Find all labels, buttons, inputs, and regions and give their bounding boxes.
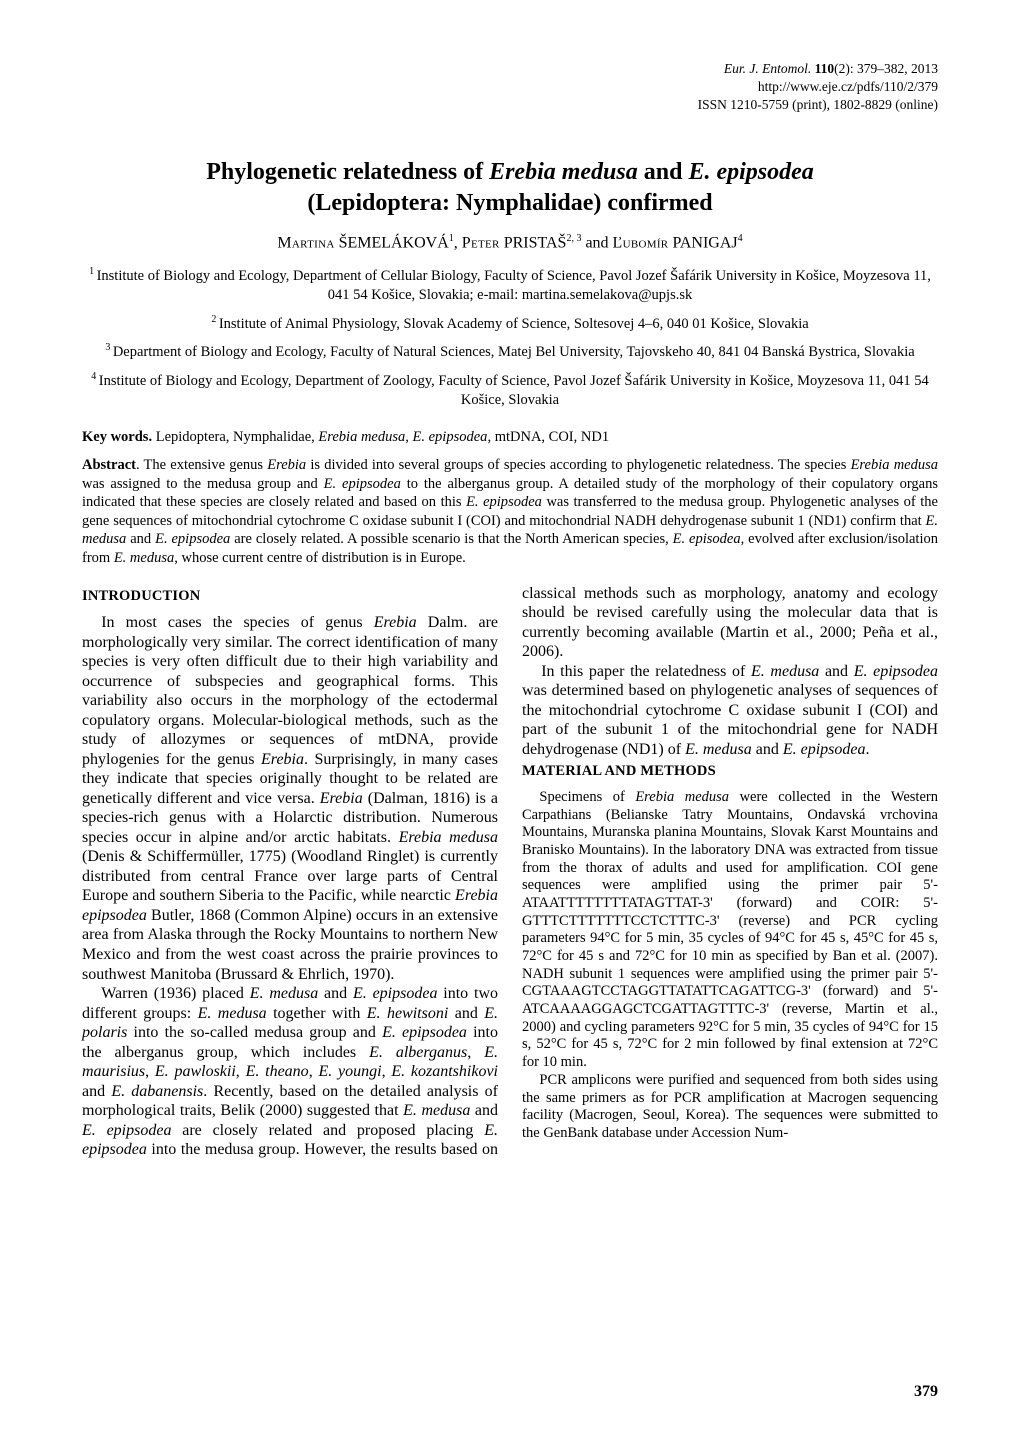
journal-name: Eur. J. Entomol.: [724, 61, 815, 76]
affiliation-2: 2 Institute of Animal Physiology, Slovak…: [82, 313, 938, 334]
journal-header: Eur. J. Entomol. 110(2): 379–382, 2013 h…: [82, 60, 938, 115]
author-1-first: Martina: [277, 234, 334, 251]
section-heading-methods: MATERIAL AND METHODS: [522, 763, 938, 781]
body-columns: INTRODUCTION In most cases the species o…: [82, 584, 938, 1160]
author-3-affil-sup: 4: [738, 233, 743, 244]
author-1-last: ŠEMELÁKOVÁ: [335, 234, 449, 251]
abstract-text: . The extensive genus Erebia is divided …: [82, 457, 938, 566]
authors-line: Martina ŠEMELÁKOVÁ1, Peter PRISTAŠ2, 3 a…: [82, 233, 938, 253]
journal-issn: ISSN 1210-5759 (print), 1802-8829 (onlin…: [82, 96, 938, 114]
journal-volume: 110: [815, 61, 835, 76]
title-part-2: and: [638, 159, 689, 185]
page-number: 379: [914, 1382, 938, 1402]
keywords-label: Key words.: [82, 429, 152, 445]
keywords-block: Key words. Lepidoptera, Nymphalidae, Ere…: [82, 429, 938, 447]
author-3-first: Ľubomír: [613, 234, 669, 251]
title-part-1: Phylogenetic relatedness of: [206, 159, 489, 185]
affiliation-1: 1 Institute of Biology and Ecology, Depa…: [82, 265, 938, 306]
author-2-last: PRISTAŠ: [500, 234, 567, 251]
methods-paragraph-1: Specimens of Erebia medusa were collecte…: [522, 789, 938, 1072]
keywords-text: Lepidoptera, Nymphalidae, Erebia medusa,…: [152, 429, 609, 445]
article-title: Phylogenetic relatedness of Erebia medus…: [82, 157, 938, 219]
affiliation-4: 4 Institute of Biology and Ecology, Depa…: [82, 370, 938, 411]
abstract-block: Abstract. The extensive genus Erebia is …: [82, 456, 938, 567]
author-sep-1: ,: [454, 234, 462, 251]
author-2-affil-sup: 2, 3: [566, 233, 581, 244]
author-2-first: Peter: [462, 234, 500, 251]
affiliation-3: 3 Department of Biology and Ecology, Fac…: [82, 341, 938, 362]
intro-paragraph-3: In this paper the relatedness of E. medu…: [522, 662, 938, 760]
journal-url: http://www.eje.cz/pdfs/110/2/379: [82, 78, 938, 96]
title-line-2: (Lepidoptera: Nymphalidae) confirmed: [307, 190, 712, 216]
journal-line-1: Eur. J. Entomol. 110(2): 379–382, 2013: [82, 60, 938, 78]
author-sep-2: and: [581, 234, 612, 251]
abstract-label: Abstract: [82, 457, 136, 473]
author-3-last: PANIGAJ: [668, 234, 737, 251]
journal-issue-pages: (2): 379–382, 2013: [834, 61, 938, 76]
affiliations: 1 Institute of Biology and Ecology, Depa…: [82, 265, 938, 411]
title-species-2: E. epipsodea: [688, 159, 813, 185]
section-heading-introduction: INTRODUCTION: [82, 588, 498, 606]
title-species-1: Erebia medusa: [489, 159, 638, 185]
intro-paragraph-1: In most cases the species of genus Erebi…: [82, 613, 498, 984]
methods-paragraph-2: PCR amplicons were purified and sequence…: [522, 1072, 938, 1143]
